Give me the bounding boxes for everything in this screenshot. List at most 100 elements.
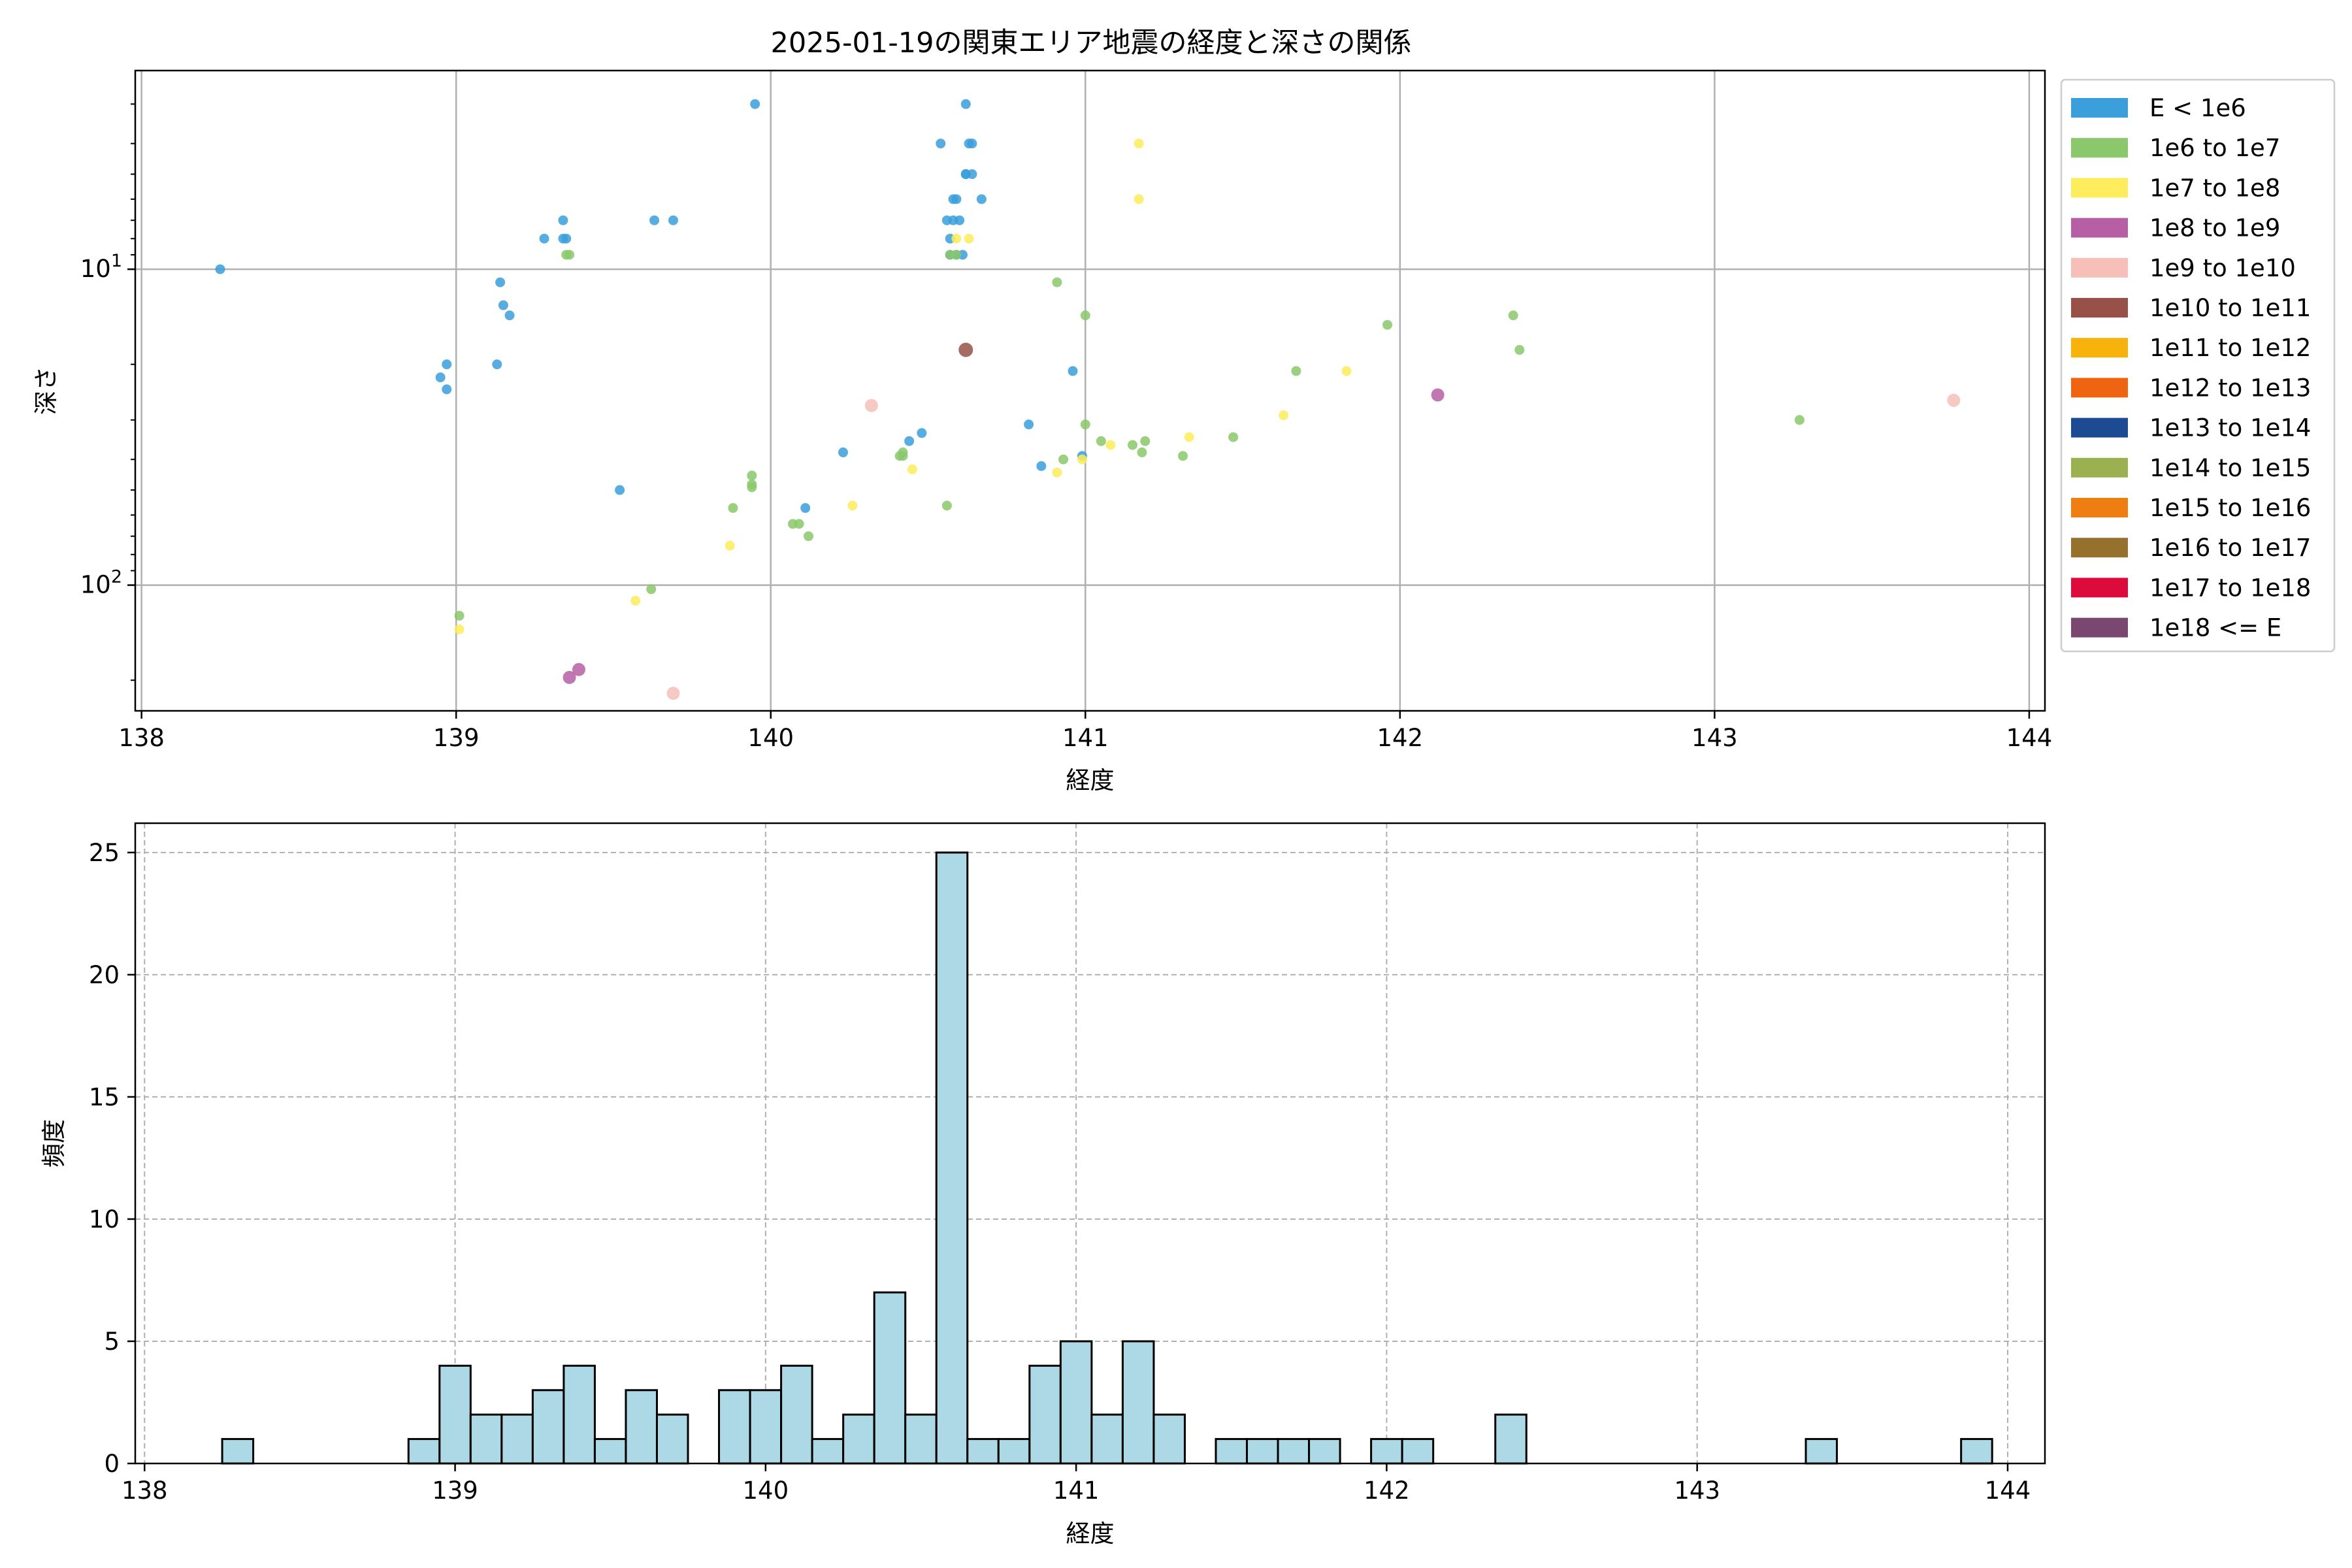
scatter-point	[1184, 432, 1194, 442]
scatter-point	[666, 687, 680, 700]
scatter-y-axis-title: 深さ	[32, 367, 60, 415]
legend-swatch	[2071, 138, 2128, 158]
scatter-point	[955, 215, 965, 225]
scatter-point	[1105, 440, 1116, 450]
scatter-point	[898, 451, 908, 461]
scatter-point	[1134, 139, 1144, 149]
scatter-point	[1178, 451, 1188, 461]
hist-y-axis-title: 頻度	[40, 1119, 68, 1168]
scatter-point	[967, 169, 977, 180]
hist-bar	[1059, 1340, 1093, 1465]
scatter-point	[615, 485, 625, 495]
scatter-frame	[134, 69, 2046, 712]
hist-bar	[469, 1413, 503, 1465]
scatter-point	[504, 310, 515, 321]
hist-bar	[966, 1438, 1000, 1465]
scatter-point	[495, 277, 506, 287]
scatter-x-tick-label: 140	[747, 724, 794, 752]
scatter-point	[976, 194, 987, 204]
legend-swatch	[2071, 338, 2128, 358]
scatter-point	[215, 264, 225, 274]
hist-bar	[935, 851, 969, 1465]
scatter-point	[1794, 415, 1805, 425]
hist-bar	[1805, 1438, 1838, 1465]
hist-y-tick-label: 20	[89, 961, 120, 989]
hist-y-tick-label: 5	[104, 1328, 120, 1356]
hist-bar	[1028, 1364, 1062, 1465]
legend-swatch	[2071, 257, 2128, 278]
legend-swatch	[2071, 578, 2128, 598]
scatter-point	[1080, 419, 1090, 430]
hist-bar	[1277, 1438, 1311, 1465]
scatter-x-tick-label: 144	[2006, 724, 2053, 752]
scatter-point	[1508, 310, 1518, 321]
hist-y-tick-label: 10	[89, 1205, 120, 1233]
scatter-point	[804, 531, 814, 542]
scatter-point	[558, 215, 568, 225]
hist-x-tick-label: 144	[1985, 1477, 2031, 1505]
scatter-point	[1341, 366, 1352, 376]
legend-swatch	[2071, 538, 2128, 558]
legend-label: 1e15 to 1e16	[2149, 494, 2311, 522]
scatter-point	[960, 99, 971, 109]
legend: E < 1e6 1e6 to 1e7 1e7 to 1e8 1e8 to 1e9 1e9…	[2060, 78, 2336, 653]
scatter-point	[572, 662, 585, 676]
scatter-point	[1137, 447, 1147, 457]
hist-bar	[1370, 1438, 1403, 1465]
scatter-point	[564, 250, 575, 260]
legend-swatch	[2071, 617, 2128, 638]
hist-bar	[625, 1389, 658, 1465]
scatter-point	[1128, 440, 1138, 450]
legend-label: 1e16 to 1e17	[2149, 534, 2311, 562]
scatter-point	[838, 447, 848, 457]
scatter-point	[967, 139, 977, 149]
scatter-point	[668, 215, 678, 225]
hist-bar	[1215, 1438, 1249, 1465]
scatter-x-tick-label: 141	[1062, 724, 1109, 752]
hist-x-tick-label: 141	[1053, 1477, 1100, 1505]
scatter-point	[794, 519, 804, 529]
legend-label: E < 1e6	[2149, 94, 2246, 122]
scatter-point	[864, 399, 878, 412]
scatter-point	[1080, 310, 1090, 321]
histogram-panel: 138 139 140 141 142 143 144 0 5 10 15 20 25 経度 頻度	[40, 822, 2046, 1548]
scatter-point	[442, 359, 452, 370]
legend-swatch	[2071, 417, 2128, 438]
hist-bar	[1246, 1438, 1279, 1465]
hist-x-tick-label: 138	[122, 1477, 168, 1505]
scatter-point	[1096, 436, 1106, 446]
scatter-point	[454, 624, 465, 634]
scatter-point	[454, 610, 465, 621]
scatter-point	[747, 470, 757, 481]
hist-x-tick-label: 139	[432, 1477, 478, 1505]
scatter-point	[1052, 277, 1062, 287]
legend-swatch	[2071, 498, 2128, 517]
scatter-point	[1134, 194, 1144, 204]
hist-bar	[1308, 1438, 1341, 1465]
scatter-x-tick-label: 142	[1377, 724, 1424, 752]
scatter-point	[498, 300, 508, 310]
hist-bar	[407, 1438, 441, 1465]
scatter-point	[1058, 454, 1069, 465]
hist-frame	[134, 822, 2046, 1465]
scatter-point	[1947, 393, 1961, 407]
scatter-point	[800, 503, 811, 514]
legend-label: 1e17 to 1e18	[2149, 574, 2311, 602]
hist-bar	[718, 1389, 751, 1465]
hist-y-tick-label: 0	[104, 1450, 120, 1478]
legend-label: 1e10 to 1e11	[2149, 294, 2311, 322]
chart-title: 2025-01-19の関東エリア地震の経度と深さの関係	[771, 27, 1412, 59]
legend-swatch	[2071, 378, 2128, 398]
hist-x-tick-label: 142	[1364, 1477, 1410, 1505]
scatter-panel: 138 139 140 141 142 143 144 101 102 経度 深さ	[32, 69, 2053, 794]
hist-bar	[438, 1364, 472, 1465]
scatter-point	[951, 194, 962, 204]
hist-bar	[1494, 1413, 1527, 1465]
scatter-point	[1052, 467, 1062, 478]
scatter-point	[1514, 345, 1525, 355]
scatter-point	[728, 503, 738, 514]
scatter-point	[1024, 419, 1034, 430]
legend-swatch	[2071, 457, 2128, 478]
legend-label: 1e12 to 1e13	[2149, 374, 2311, 402]
hist-bar	[1152, 1413, 1186, 1465]
